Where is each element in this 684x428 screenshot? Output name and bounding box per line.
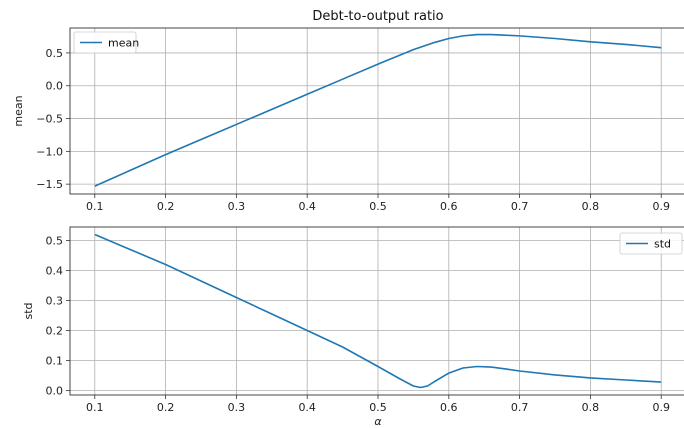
x-tick-label: 0.2 xyxy=(157,401,175,414)
x-tick-label: 0.6 xyxy=(440,401,458,414)
std-subplot: 0.1 0.2 0.3 0.4 0.5 0.6 0.7 0.8 0.9 0.0 0.1 0.2 0.3 0… xyxy=(22,226,684,428)
legend: mean xyxy=(73,31,139,54)
x-tick-label: 0.1 xyxy=(86,200,104,213)
y-tick-label: 0.3 xyxy=(46,295,64,308)
x-tick-label: 0.7 xyxy=(511,401,529,414)
y-tick-label: −1.5 xyxy=(36,178,63,191)
y-axis-label: std xyxy=(22,302,35,319)
x-tick-label: 0.7 xyxy=(511,200,529,213)
legend: std xyxy=(619,232,683,255)
x-tick-label: 0.8 xyxy=(582,200,600,213)
x-tick-label: 0.5 xyxy=(369,200,387,213)
x-tick-label: 0.2 xyxy=(157,200,175,213)
x-tick-label: 0.1 xyxy=(86,401,104,414)
mean-subplot: 0.1 0.2 0.3 0.4 0.5 0.6 0.7 0.8 0.9 −1.5 −1.0 −0.5 0… xyxy=(12,27,684,213)
y-axis-label: mean xyxy=(12,95,25,126)
x-tick-label: 0.9 xyxy=(652,401,670,414)
x-tick-label: 0.3 xyxy=(228,401,246,414)
legend-box xyxy=(619,232,683,255)
x-tick-label: 0.5 xyxy=(369,401,387,414)
series-line-mean xyxy=(94,33,662,187)
x-tick-label: 0.6 xyxy=(440,200,458,213)
y-tick-label: 0.0 xyxy=(46,385,64,398)
y-tick-label: 0.1 xyxy=(46,355,64,368)
x-tick-label: 0.8 xyxy=(582,401,600,414)
chart-title: Debt-to-output ratio xyxy=(312,9,443,24)
y-tick-label: 0.4 xyxy=(46,265,64,278)
y-tick-label: 0.0 xyxy=(46,80,64,93)
x-tick-label: 0.9 xyxy=(652,200,670,213)
legend-label: mean xyxy=(108,37,139,50)
series-line-std xyxy=(94,233,662,389)
legend-label: std xyxy=(654,238,671,251)
legend-box xyxy=(73,31,137,54)
x-tick-label: 0.4 xyxy=(298,200,316,213)
x-axis-label: α xyxy=(374,415,382,428)
x-tick-label: 0.3 xyxy=(228,200,246,213)
y-tick-label: 0.5 xyxy=(46,47,64,60)
axes-frame xyxy=(69,27,684,195)
y-tick-label: −0.5 xyxy=(36,113,63,126)
axes-frame xyxy=(69,226,684,396)
y-tick-label: −1.0 xyxy=(36,145,63,158)
y-tick-label: 0.5 xyxy=(46,235,64,248)
x-tick-label: 0.4 xyxy=(298,401,316,414)
y-tick-label: 0.2 xyxy=(46,325,64,338)
